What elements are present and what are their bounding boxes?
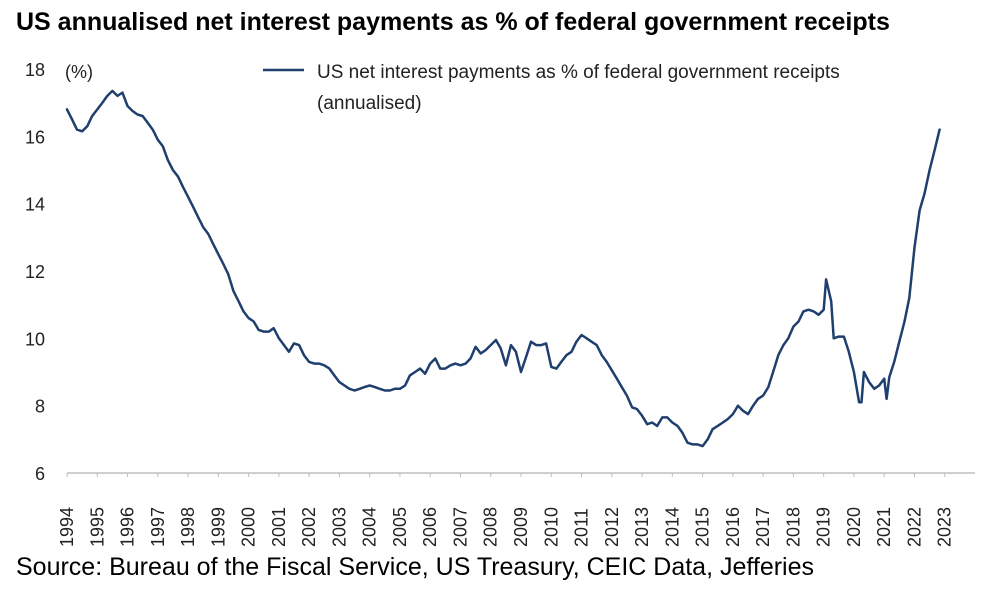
x-tick-label: 1994: [57, 507, 77, 547]
x-tick-label: 2022: [904, 507, 924, 547]
x-tick-label: 2016: [723, 507, 743, 547]
x-tick-label: 1999: [208, 507, 228, 547]
x-tick-label: 1995: [87, 507, 107, 547]
y-tick-label: 16: [25, 127, 45, 147]
x-tick-label: 2005: [390, 507, 410, 547]
x-tick-label: 2020: [844, 507, 864, 547]
y-tick-label: 12: [25, 262, 45, 282]
x-tick-label: 2015: [693, 507, 713, 547]
y-axis: 6 8 10 12 14 16 18: [25, 60, 45, 484]
x-tick-label: 2014: [662, 507, 682, 547]
x-tick-label: 2006: [420, 507, 440, 547]
x-tick-label: 1996: [118, 507, 138, 547]
x-tick-label: 2021: [874, 507, 894, 547]
legend-text-line2: (annualised): [317, 93, 422, 114]
x-tick-label: 1997: [148, 507, 168, 547]
y-tick-label: 18: [25, 60, 45, 80]
source-note: Source: Bureau of the Fiscal Service, US…: [16, 553, 815, 581]
x-tick-label: 2017: [753, 507, 773, 547]
x-tick-label: 2008: [481, 507, 501, 547]
y-tick-label: 8: [35, 397, 45, 417]
x-tick-label: 2011: [572, 508, 592, 547]
x-tick-label: 2004: [360, 507, 380, 547]
y-tick-label: 10: [25, 329, 45, 349]
x-tick-label: 2012: [602, 507, 622, 547]
x-tick-label: 2018: [783, 507, 803, 547]
legend: US net interest payments as % of federal…: [263, 62, 840, 114]
series-line: [65, 89, 941, 448]
x-tick-label: 2000: [239, 507, 259, 547]
y-tick-label: 6: [35, 464, 45, 484]
legend-text-line1: US net interest payments as % of federal…: [317, 62, 840, 83]
x-tick-label: 2013: [632, 507, 652, 547]
y-axis-unit-label: (%): [65, 62, 93, 82]
x-tick-label: 2003: [329, 507, 349, 547]
chart-area: 6 8 10 12 14 16 18 1994 1995 1996 1997 1998 1999 200…: [25, 60, 975, 547]
y-tick-label: 14: [25, 195, 45, 215]
x-tick-label: 2007: [450, 507, 470, 547]
x-tick-label: 2019: [814, 507, 834, 547]
chart-title: US annualised net interest payments as %…: [16, 8, 890, 36]
x-tick-label: 2002: [299, 507, 319, 547]
x-tick-label: 2010: [541, 507, 561, 547]
x-tick-label: 1998: [178, 507, 198, 547]
x-tick-label: 2023: [935, 507, 955, 547]
x-tick-label: 2009: [511, 507, 531, 547]
x-axis: 1994 1995 1996 1997 1998 1999 2000 2001 2002 2003…: [57, 472, 975, 547]
x-tick-label: 2001: [269, 507, 289, 547]
